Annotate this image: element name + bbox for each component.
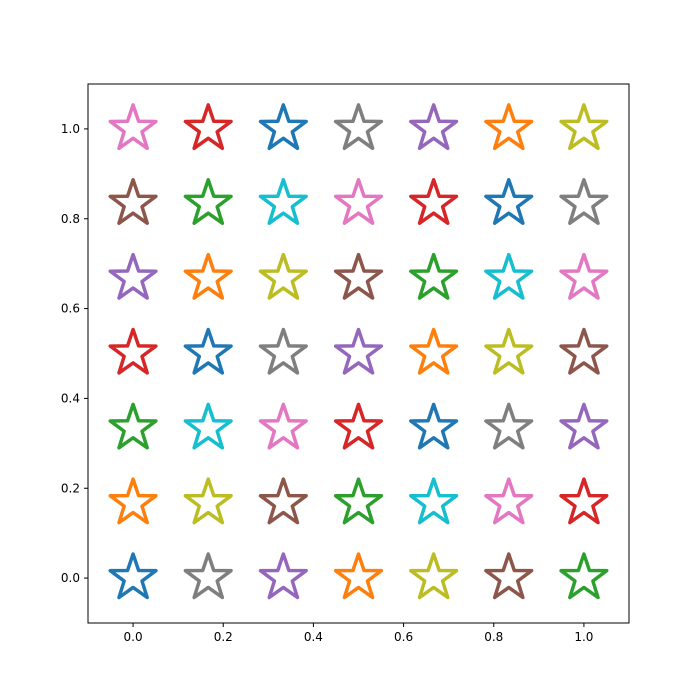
star-marker-r2-c2	[258, 252, 308, 300]
star-marker-r0-c1	[183, 103, 233, 151]
y-tick-label: 0.8	[61, 212, 80, 226]
star-marker-r3-c0	[108, 327, 158, 375]
y-tick-label: 1.0	[61, 122, 80, 136]
star-marker-r4-c3	[333, 402, 384, 450]
y-tick-label: 0.6	[61, 302, 80, 316]
star-markers	[108, 103, 609, 600]
star-marker-r5-c4	[409, 477, 459, 525]
star-marker-r4-c6	[559, 402, 609, 450]
x-tick-label: 1.0	[574, 630, 593, 644]
star-marker-r3-c5	[484, 327, 534, 375]
star-marker-r0-c3	[333, 103, 384, 151]
axes-frame	[87, 83, 630, 624]
star-marker-r0-c2	[258, 103, 308, 151]
star-marker-r2-c0	[108, 252, 158, 300]
star-marker-r2-c6	[559, 252, 609, 300]
star-marker-r3-c6	[559, 327, 609, 375]
star-marker-r4-c2	[258, 402, 308, 450]
star-marker-r2-c5	[484, 252, 534, 300]
y-tick-label: 0.0	[61, 571, 80, 585]
star-marker-r3-c2	[258, 327, 308, 375]
star-marker-r4-c5	[484, 402, 534, 450]
star-marker-r1-c6	[559, 178, 609, 225]
star-marker-r5-c6	[559, 477, 609, 525]
star-marker-r4-c0	[108, 402, 158, 450]
star-marker-r0-c0	[108, 103, 158, 151]
x-tick-label: 0.8	[484, 630, 503, 644]
star-marker-r5-c2	[258, 477, 308, 525]
star-marker-r5-c1	[183, 477, 233, 525]
y-tick-label: 0.2	[61, 481, 80, 495]
x-tick-label: 0.2	[214, 630, 233, 644]
star-marker-r3-c1	[183, 327, 233, 375]
star-marker-r1-c5	[484, 178, 534, 225]
star-marker-r2-c4	[409, 252, 459, 300]
star-marker-r5-c3	[333, 477, 384, 525]
star-marker-r6-c3	[333, 552, 384, 600]
star-marker-r4-c1	[183, 402, 233, 450]
star-marker-r1-c1	[183, 178, 233, 225]
star-marker-r6-c5	[484, 552, 534, 600]
star-marker-r0-c6	[559, 103, 609, 151]
star-marker-r6-c4	[409, 552, 459, 600]
x-tick-label: 0.6	[394, 630, 413, 644]
x-tick-label: 0.0	[124, 630, 143, 644]
star-marker-r3-c3	[333, 327, 384, 375]
star-marker-r4-c4	[409, 402, 459, 450]
star-marker-r1-c0	[108, 178, 158, 225]
star-marker-r0-c4	[409, 103, 459, 151]
star-marker-r6-c1	[183, 552, 233, 600]
star-marker-r1-c4	[409, 178, 459, 225]
star-marker-r5-c5	[484, 477, 534, 525]
star-marker-r1-c2	[258, 178, 308, 225]
x-axis-ticks: 0.0 0.2 0.4 0.6 0.8 1.0	[124, 623, 593, 644]
star-marker-r6-c2	[258, 552, 308, 600]
star-marker-r6-c6	[559, 552, 609, 600]
star-marker-r2-c1	[183, 252, 233, 300]
star-marker-r0-c5	[484, 103, 534, 151]
star-marker-r6-c0	[108, 552, 158, 600]
star-marker-r2-c3	[333, 252, 384, 300]
star-marker-r3-c4	[409, 327, 459, 375]
star-marker-r5-c0	[108, 477, 158, 525]
star-marker-r1-c3	[333, 178, 384, 225]
x-tick-label: 0.4	[304, 630, 323, 644]
y-tick-label: 0.4	[61, 391, 80, 405]
y-axis-ticks: 0.0 0.2 0.4 0.6 0.8 1.0	[61, 122, 88, 585]
